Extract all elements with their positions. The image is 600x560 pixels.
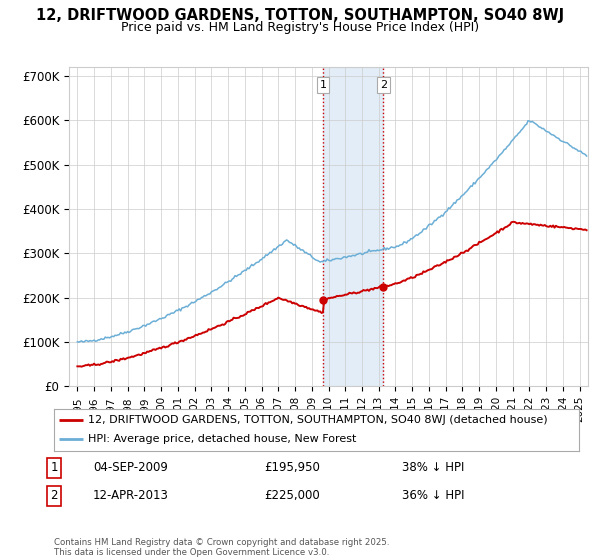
Text: £195,950: £195,950	[264, 461, 320, 474]
Text: 1: 1	[50, 461, 58, 474]
Text: 12, DRIFTWOOD GARDENS, TOTTON, SOUTHAMPTON, SO40 8WJ (detached house): 12, DRIFTWOOD GARDENS, TOTTON, SOUTHAMPT…	[88, 415, 548, 425]
Bar	[323, 67, 383, 386]
Text: Price paid vs. HM Land Registry's House Price Index (HPI): Price paid vs. HM Land Registry's House …	[121, 21, 479, 34]
Text: 04-SEP-2009: 04-SEP-2009	[93, 461, 168, 474]
Text: 36% ↓ HPI: 36% ↓ HPI	[402, 489, 464, 502]
Text: 1: 1	[319, 80, 326, 90]
Text: 12-APR-2013: 12-APR-2013	[93, 489, 169, 502]
Text: 2: 2	[380, 80, 387, 90]
Text: 12, DRIFTWOOD GARDENS, TOTTON, SOUTHAMPTON, SO40 8WJ: 12, DRIFTWOOD GARDENS, TOTTON, SOUTHAMPT…	[36, 8, 564, 24]
Text: HPI: Average price, detached house, New Forest: HPI: Average price, detached house, New …	[88, 435, 356, 445]
Text: 2: 2	[50, 489, 58, 502]
Text: £225,000: £225,000	[264, 489, 320, 502]
Text: 38% ↓ HPI: 38% ↓ HPI	[402, 461, 464, 474]
Text: Contains HM Land Registry data © Crown copyright and database right 2025.
This d: Contains HM Land Registry data © Crown c…	[54, 538, 389, 557]
